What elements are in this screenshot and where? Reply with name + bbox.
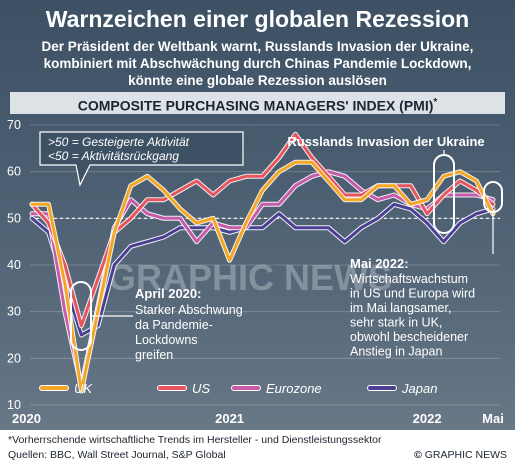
may-callout-line: im Mai langsamer,: [350, 301, 451, 315]
x-label: 2021: [215, 411, 244, 426]
may-callout-head: Mai 2022:: [350, 256, 409, 271]
footer: *Vorherrschende wirtschaftliche Trends i…: [0, 430, 515, 466]
page-title: Warnzeichen einer globalen Rezession: [45, 6, 470, 32]
y-tick-label: 40: [7, 258, 21, 272]
april-callout-line: greifen: [135, 348, 173, 362]
series-line-uk: [30, 160, 495, 393]
series-lines: [29, 131, 496, 394]
x-axis-labels: 2020 2021 2022 Mai: [12, 411, 504, 426]
series-line-japan: [30, 202, 495, 337]
april-callout-head: April 2020:: [135, 286, 201, 301]
chart-title-band: COMPOSITE PURCHASING MANAGERS' INDEX (PM…: [10, 92, 505, 114]
sources: Quellen: BBC, Wall Street Journal, S&P G…: [8, 449, 226, 461]
brand: © GRAPHIC NEWS: [414, 448, 507, 463]
legend-label-eurozone: Eurozone: [266, 381, 322, 396]
footnote-mark: *: [433, 97, 438, 108]
may-callout-line: in US und Europa wird: [350, 287, 475, 301]
x-label: 2022: [413, 411, 442, 426]
may-callout-line: obwohl bescheidener: [350, 330, 468, 344]
pmi-line-chart: 10 20 30 40 50 60 70 GRAPHIC NEWS >50 = Gestei…: [7, 118, 504, 426]
key-line-2: <50 = Aktivitätsrückgang: [48, 149, 179, 163]
footnote: *Vorherrschende wirtschaftliche Trends i…: [8, 434, 382, 446]
chart-title: COMPOSITE PURCHASING MANAGERS' INDEX (PM…: [77, 97, 434, 114]
y-tick-label: 60: [7, 165, 21, 179]
legend: UK US Eurozone Japan: [39, 381, 437, 396]
may-callout-line: sehr stark in UK,: [350, 316, 442, 330]
page-subtitle: Der Präsident der Weltbank warnt, Russla…: [41, 39, 474, 88]
copyright-mark: ©: [414, 449, 422, 461]
x-label: Mai: [482, 411, 504, 426]
y-tick-label: 30: [7, 305, 21, 319]
invasion-label: Russlands Invasion der Ukraine: [287, 134, 484, 149]
legend-label-japan: Japan: [401, 381, 437, 396]
april-callout-line: Starker Abschwung: [135, 303, 243, 317]
y-tick-label: 70: [7, 118, 21, 132]
y-tick-label: 20: [7, 351, 21, 365]
legend-label-us: US: [192, 381, 210, 396]
may-callout-line: Anstieg in Japan: [350, 345, 442, 359]
april-callout-line: da Pandemie-: [135, 318, 213, 332]
legend-label-uk: UK: [74, 381, 93, 396]
watermark: GRAPHIC NEWS: [108, 257, 392, 298]
x-label: 2020: [12, 411, 41, 426]
y-tick-label: 10: [7, 398, 21, 412]
may-callout-line: Wirtschaftswachstum: [350, 272, 468, 286]
y-tick-labels: 10 20 30 40 50 60 70: [7, 118, 21, 412]
y-tick-label: 50: [7, 211, 21, 225]
key-line-1: >50 = Gesteigerte Aktivität: [48, 135, 190, 149]
april-callout-line: Lockdowns: [135, 333, 198, 347]
key-callout: >50 = Gesteigerte Aktivität <50 = Aktivi…: [39, 131, 244, 187]
brand-name: GRAPHIC NEWS: [424, 449, 507, 461]
